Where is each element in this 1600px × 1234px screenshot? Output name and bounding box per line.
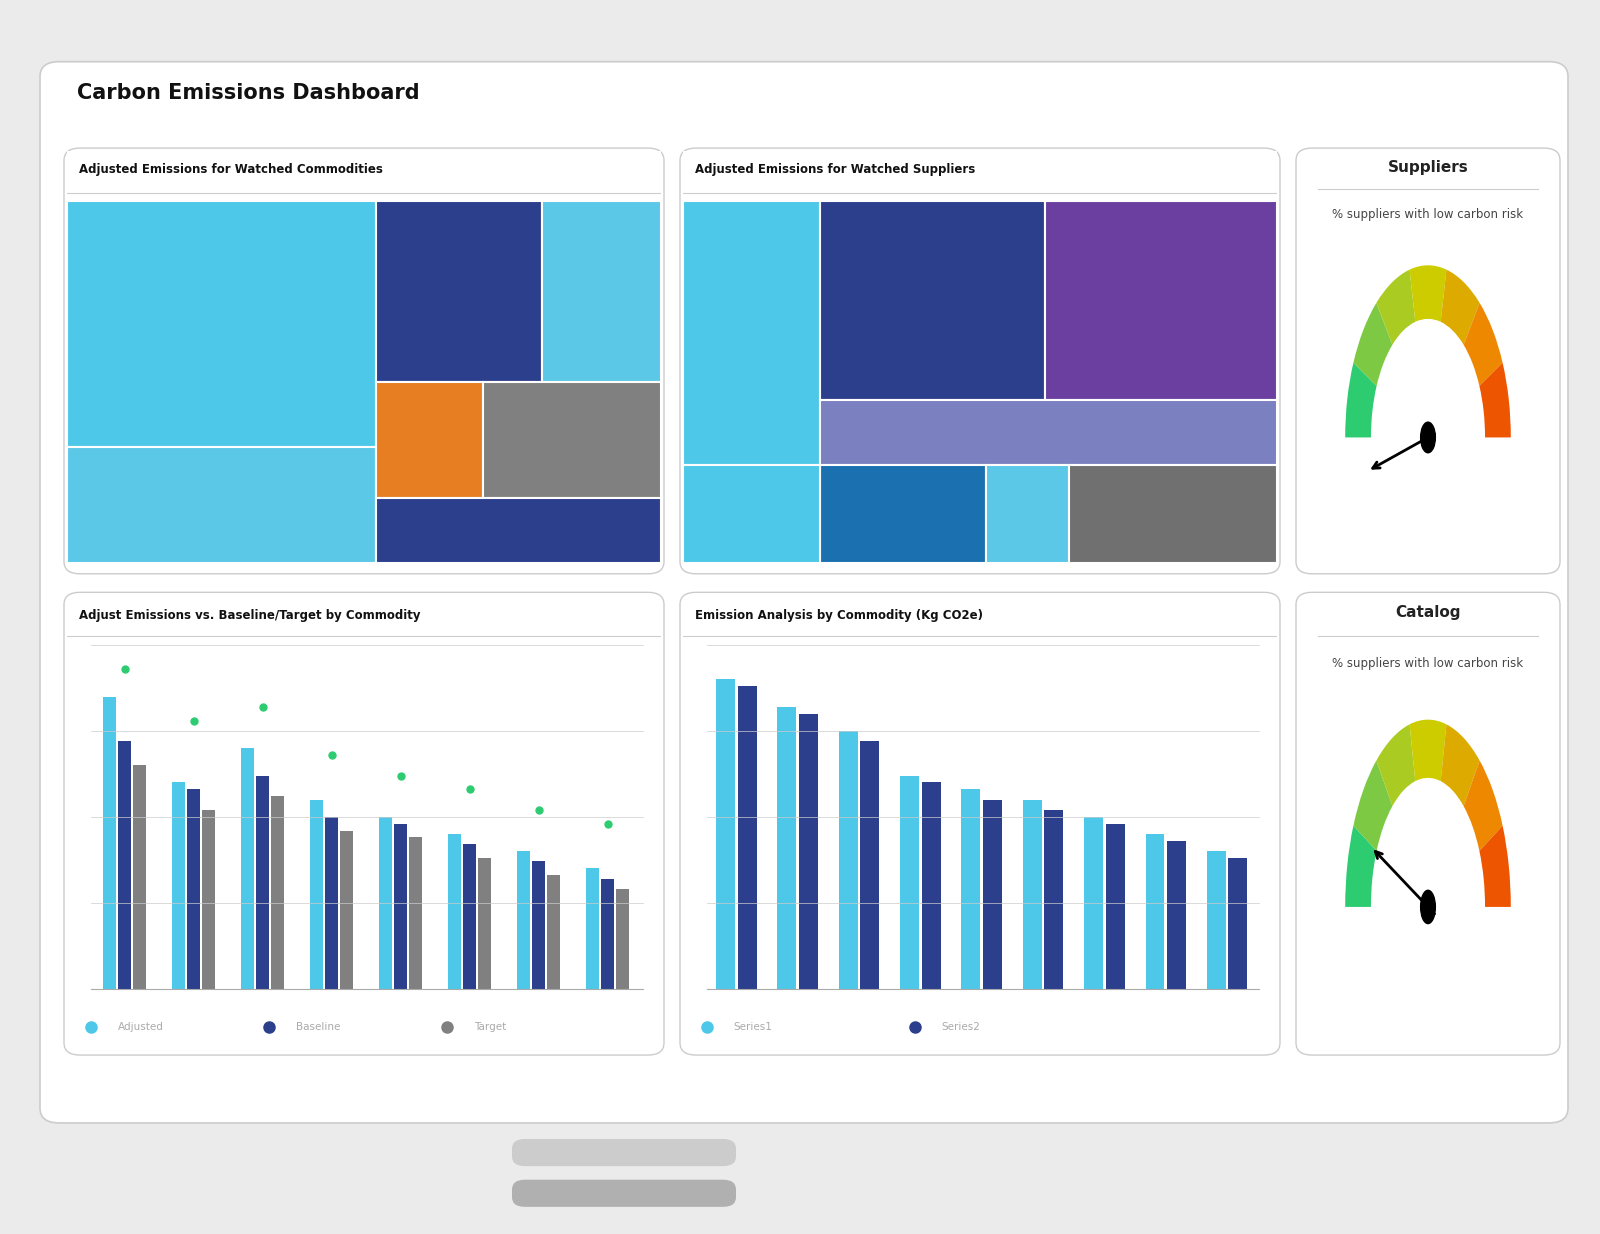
Bar [240,748,254,988]
Wedge shape [1480,363,1510,438]
FancyBboxPatch shape [1296,592,1560,1055]
Wedge shape [1410,719,1446,781]
Bar [376,383,483,497]
Circle shape [1421,422,1435,453]
Bar [1166,840,1186,988]
Text: % suppliers with low carbon risk: % suppliers with low carbon risk [1333,658,1523,670]
Wedge shape [1464,760,1502,851]
Bar [1106,824,1125,988]
FancyBboxPatch shape [64,592,664,1055]
Text: Series2: Series2 [941,1023,981,1033]
Bar [67,151,661,193]
Bar [819,400,1277,465]
Bar [1206,851,1226,988]
Wedge shape [1376,724,1416,806]
Bar [602,879,614,988]
Bar [270,796,285,988]
Bar [67,447,376,563]
Bar [1229,858,1248,988]
Bar [778,707,797,988]
Bar [341,830,354,988]
Wedge shape [1464,302,1502,386]
Bar [325,817,338,988]
Bar [517,851,530,988]
FancyBboxPatch shape [40,62,1568,1123]
Bar [1085,817,1102,988]
Bar [962,790,981,988]
Bar [448,834,461,988]
Bar [738,686,757,988]
Text: Adjust Emissions vs. Baseline/Target by Commodity: Adjust Emissions vs. Baseline/Target by … [78,608,421,622]
Bar [531,861,546,988]
Bar [861,742,878,988]
Text: Baseline: Baseline [296,1023,341,1033]
Bar [483,383,661,497]
Bar [394,824,408,988]
Bar [982,800,1002,988]
Bar [542,201,661,383]
Bar [838,731,858,988]
Wedge shape [1354,760,1392,851]
Bar [67,201,376,447]
Bar [1022,800,1042,988]
Wedge shape [1354,302,1392,386]
Wedge shape [1346,826,1376,907]
Bar [133,765,146,988]
Text: % suppliers with low carbon risk: % suppliers with low carbon risk [1333,207,1523,221]
Bar [798,713,818,988]
Bar [683,201,819,465]
Text: Series1: Series1 [734,1023,773,1033]
Bar [717,680,734,988]
Bar [462,844,477,988]
Bar [102,697,117,988]
Bar [1069,465,1277,563]
Bar [202,810,216,988]
FancyBboxPatch shape [680,592,1280,1055]
Text: Carbon Emissions Dashboard: Carbon Emissions Dashboard [77,83,419,102]
Bar [1045,201,1277,400]
Bar [171,782,186,988]
Text: Adjusted Emissions for Watched Commodities: Adjusted Emissions for Watched Commoditi… [78,163,382,176]
Bar [922,782,941,988]
Bar [187,790,200,988]
Wedge shape [1410,265,1446,322]
FancyBboxPatch shape [1296,148,1560,574]
Bar [986,465,1069,563]
Text: Suppliers: Suppliers [1387,160,1469,175]
Bar [410,838,422,988]
Text: Target: Target [474,1023,506,1033]
Bar [819,465,986,563]
Text: Emission Analysis by Commodity (Kg CO2e): Emission Analysis by Commodity (Kg CO2e) [694,608,982,622]
Bar [616,888,629,988]
Text: Catalog: Catalog [1395,605,1461,621]
Wedge shape [1440,269,1480,344]
Bar [256,776,269,988]
Bar [118,742,131,988]
Wedge shape [1376,269,1416,344]
Bar [379,817,392,988]
Bar [1146,834,1165,988]
Bar [478,858,491,988]
Bar [376,201,542,383]
FancyBboxPatch shape [512,1180,736,1207]
FancyBboxPatch shape [512,1139,736,1166]
Circle shape [1421,890,1435,923]
Text: Adjusted: Adjusted [118,1023,163,1033]
Bar [683,151,1277,193]
Wedge shape [1346,363,1376,438]
Bar [586,869,598,988]
Bar [310,800,323,988]
Bar [376,497,661,563]
Bar [901,776,918,988]
Wedge shape [1440,724,1480,806]
Bar [547,875,560,988]
Wedge shape [1480,826,1510,907]
FancyBboxPatch shape [64,148,664,574]
Bar [683,465,819,563]
FancyBboxPatch shape [680,148,1280,574]
Text: Adjusted Emissions for Watched Suppliers: Adjusted Emissions for Watched Suppliers [694,163,976,176]
Bar [1045,810,1062,988]
Bar [819,201,1045,400]
